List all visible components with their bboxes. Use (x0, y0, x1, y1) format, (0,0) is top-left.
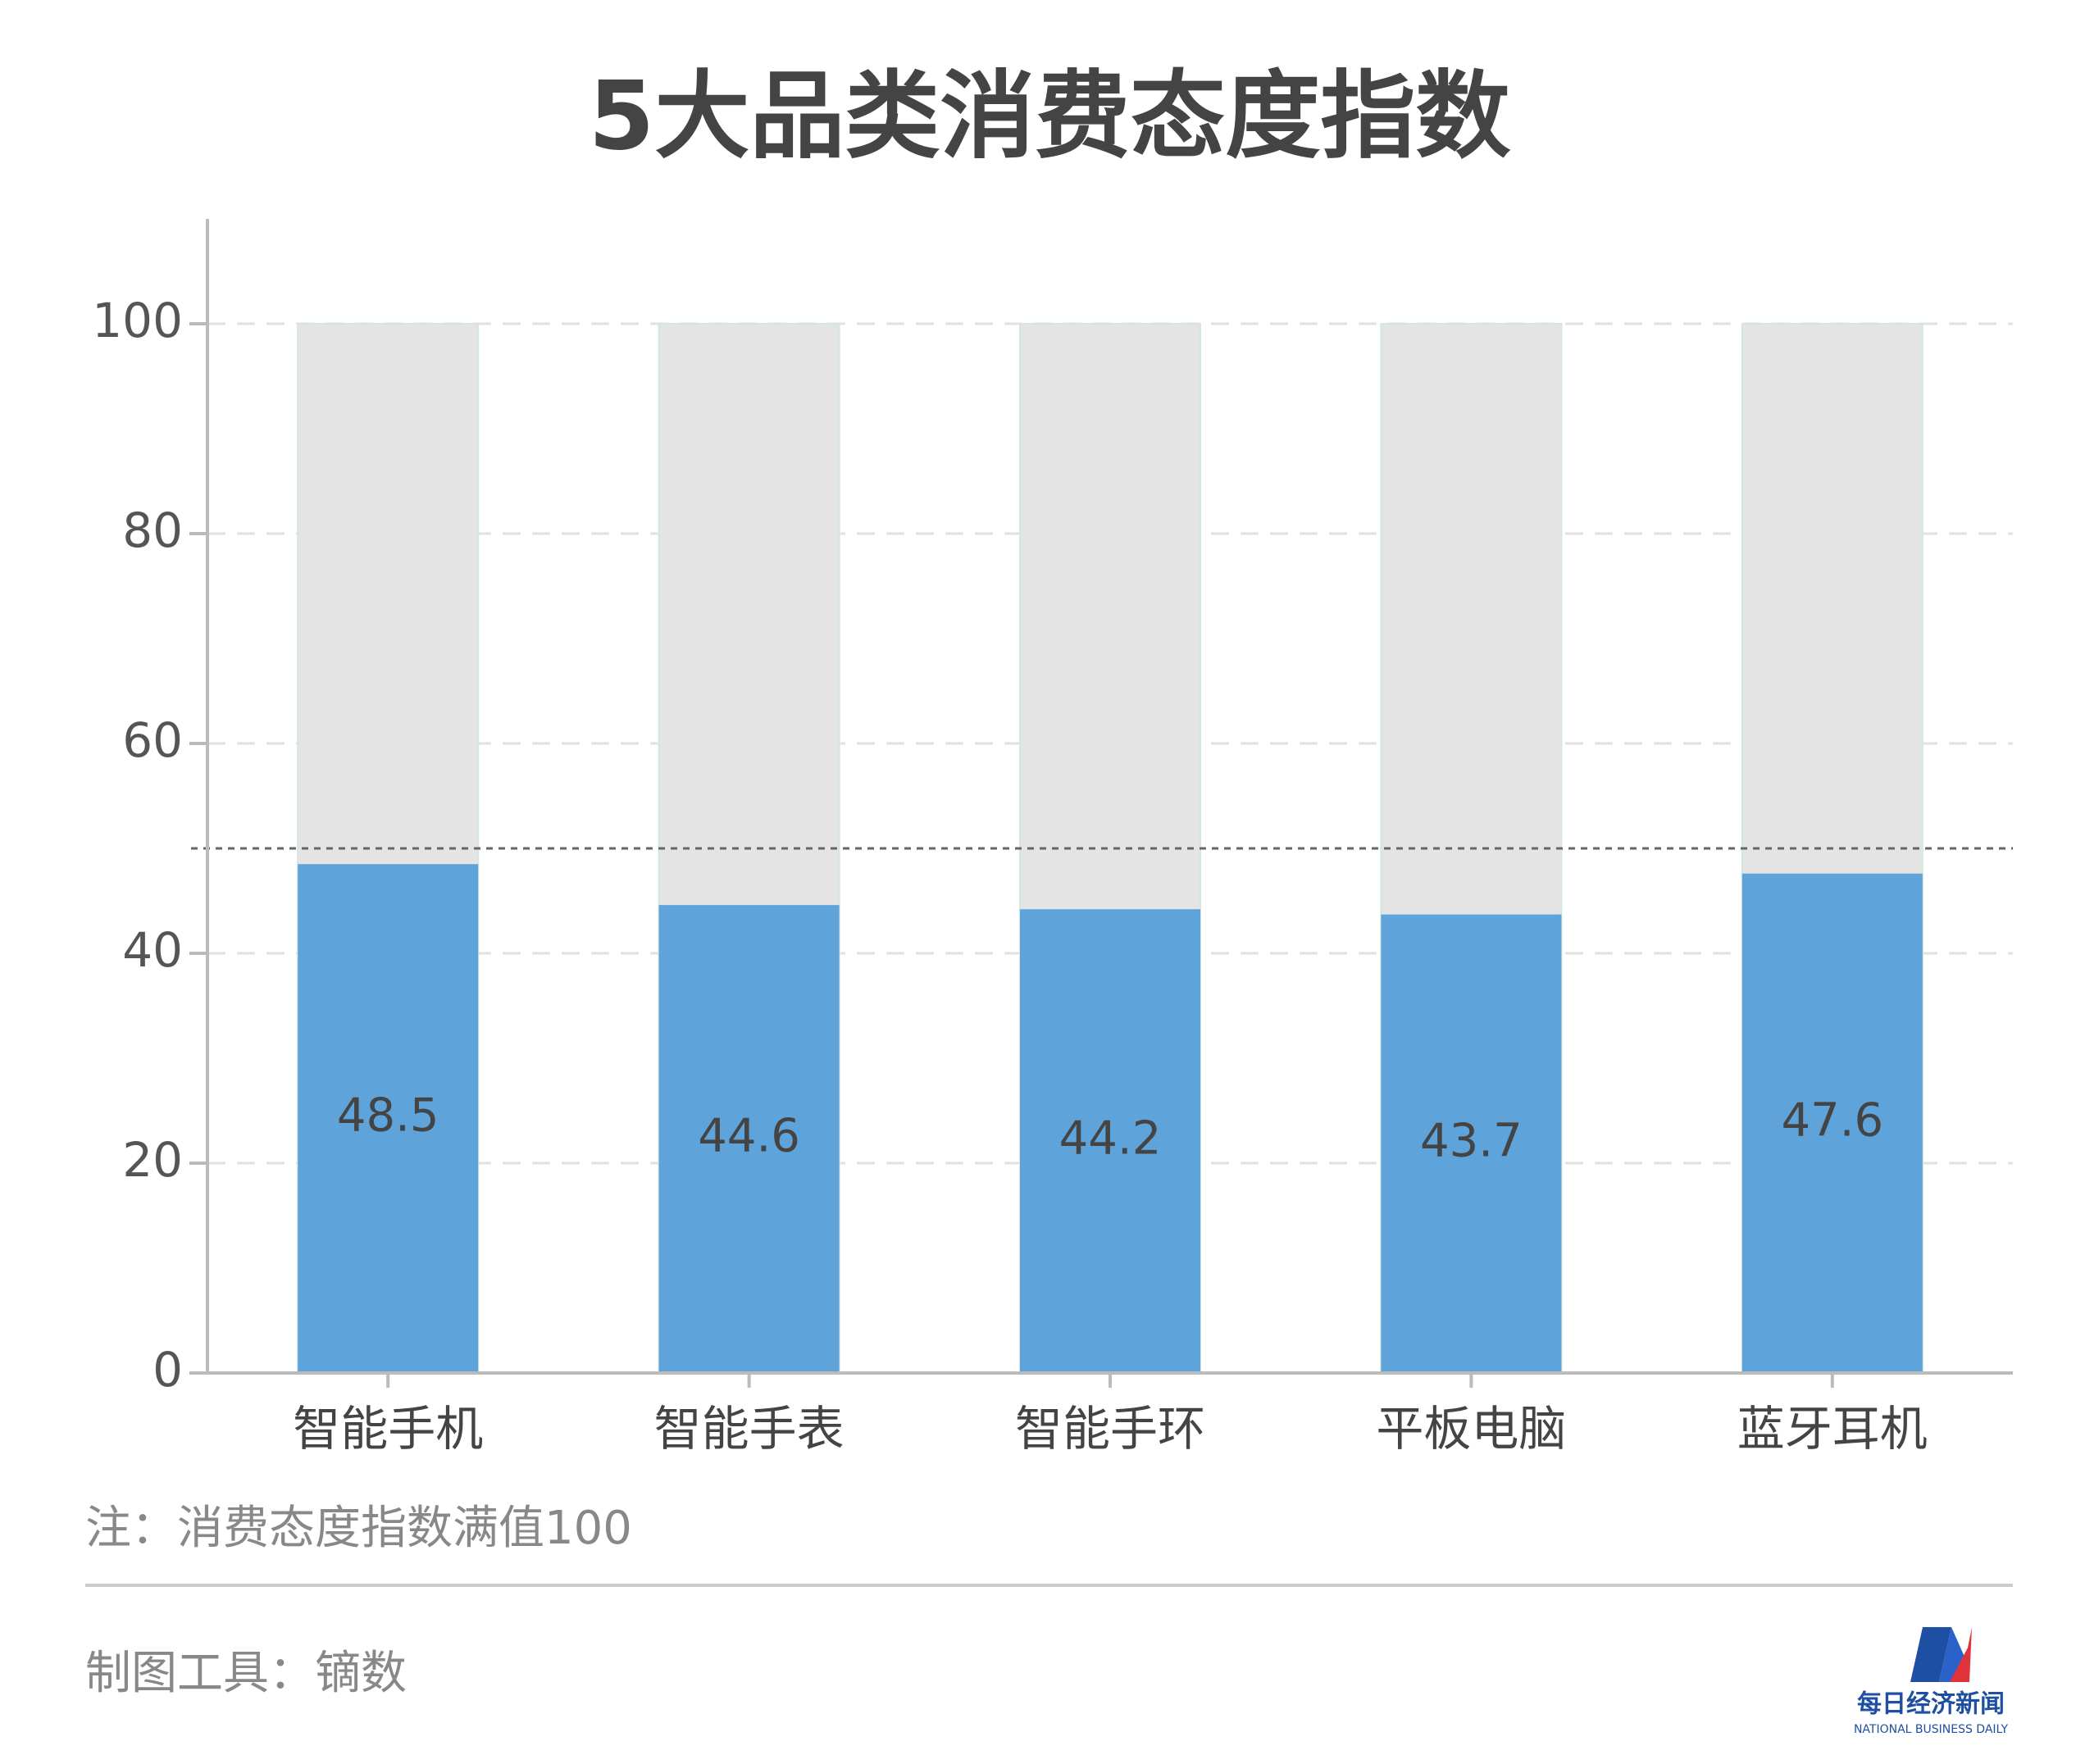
value-label: 44.6 (698, 1110, 800, 1163)
chart-title: 5大品类消费态度指数 (589, 61, 1511, 172)
bar (1741, 873, 1923, 1373)
value-label: 44.2 (1059, 1112, 1162, 1165)
logo-name: 每日经济新闻 (1857, 1690, 2005, 1719)
x-tick-label: 蓝牙耳机 (1737, 1401, 1928, 1457)
y-tick-label: 60 (122, 712, 183, 768)
y-tick-label: 40 (122, 922, 183, 978)
value-label: 48.5 (337, 1089, 439, 1143)
y-tick-label: 80 (122, 502, 183, 558)
y-tick-label: 100 (92, 293, 183, 348)
bar (658, 905, 840, 1373)
x-tick-label: 智能手机 (293, 1401, 483, 1457)
value-label: 47.6 (1781, 1094, 1883, 1148)
bar (298, 864, 479, 1373)
note: 注：消费态度指数满值100 (85, 1502, 632, 1555)
logo-mark (1910, 1627, 1951, 1682)
y-tick-label: 0 (153, 1342, 183, 1398)
y-tick-label: 20 (122, 1132, 183, 1188)
bar (1381, 914, 1562, 1373)
logo: 每日经济新闻 NATIONAL BUSINESS DAILY (1854, 1627, 2009, 1736)
logo-mark (1950, 1627, 1972, 1682)
logo-subtitle: NATIONAL BUSINESS DAILY (1854, 1723, 2009, 1736)
x-tick-label: 智能手表 (654, 1401, 845, 1457)
x-tick-label: 平板电脑 (1376, 1401, 1566, 1457)
x-tick-label: 智能手环 (1015, 1401, 1205, 1457)
source: 制图工具：镝数 (85, 1647, 407, 1700)
value-label: 43.7 (1420, 1114, 1523, 1167)
bar (1020, 909, 1200, 1373)
